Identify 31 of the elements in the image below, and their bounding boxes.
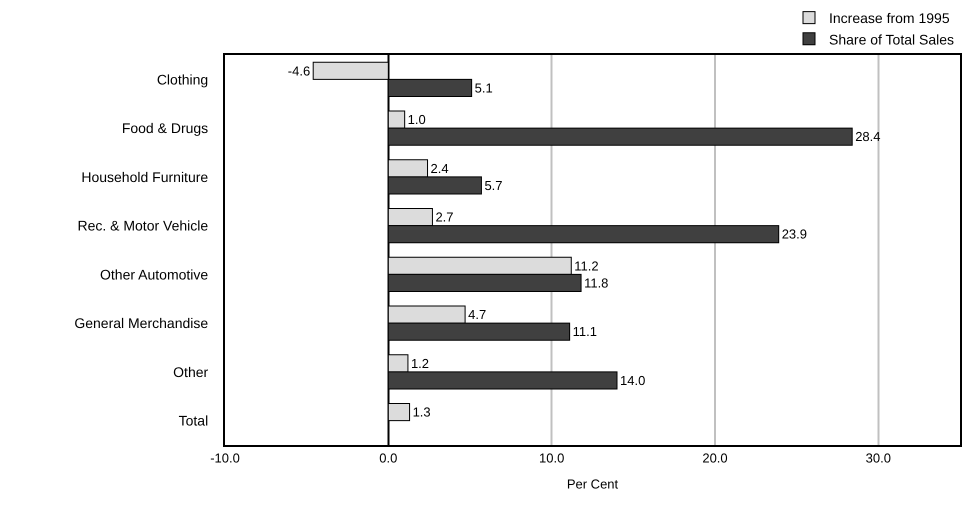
legend-label: Increase from 1995 bbox=[829, 10, 950, 26]
y-tick-label: General Merchandise bbox=[74, 315, 208, 332]
y-tick-label: Clothing bbox=[156, 71, 208, 88]
data-label: 1.2 bbox=[410, 356, 430, 371]
data-label: 11.8 bbox=[584, 275, 608, 290]
y-tick-label: Other Automotive bbox=[100, 266, 208, 282]
data-label: 5.1 bbox=[474, 80, 493, 96]
x-tick-label: 30.0 bbox=[866, 450, 891, 466]
x-tick-label: 20.0 bbox=[702, 450, 728, 466]
x-tick-label: 0.0 bbox=[379, 450, 398, 466]
y-tick-label: Total bbox=[178, 412, 208, 429]
x-tick-label: -10.0 bbox=[210, 450, 240, 466]
data-label: 1.0 bbox=[408, 112, 426, 128]
x-tick-label: 10.0 bbox=[539, 450, 564, 466]
data-label: 2.7 bbox=[435, 210, 454, 225]
data-label: 4.7 bbox=[468, 307, 486, 322]
y-tick-label: Rec. & Motor Vehicle bbox=[77, 218, 208, 234]
y-tick-label: Household Furniture bbox=[81, 168, 208, 185]
y-tick-label: Other bbox=[173, 364, 209, 380]
data-label: 11.1 bbox=[572, 324, 597, 340]
x-axis-title: Per Cent bbox=[566, 476, 619, 492]
legend-label: Share of Total Sales bbox=[829, 31, 954, 48]
data-label: 23.9 bbox=[782, 226, 808, 242]
data-label: 11.2 bbox=[574, 258, 599, 274]
data-label: 1.3 bbox=[412, 404, 431, 420]
data-label: 5.7 bbox=[484, 178, 503, 193]
y-tick-label: Food & Drugs bbox=[122, 120, 208, 136]
data-label: 28.4 bbox=[855, 129, 881, 144]
data-label: -4.6 bbox=[288, 63, 310, 78]
data-label: 2.4 bbox=[430, 160, 449, 176]
data-label: 14.0 bbox=[620, 372, 646, 388]
